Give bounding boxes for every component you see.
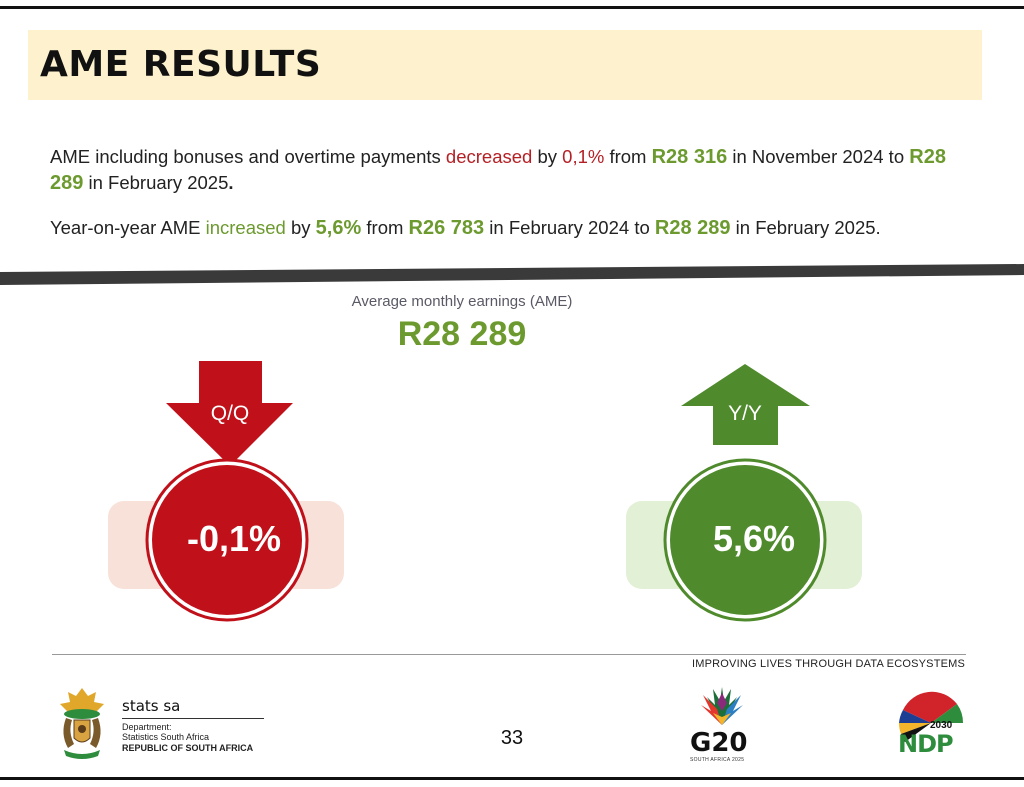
qq-circle <box>152 465 302 615</box>
feb-2024-value: R26 783 <box>408 217 485 239</box>
down-arrow-icon <box>166 361 293 466</box>
tagline: IMPROVING LIVES THROUGH DATA ECOSYSTEMS <box>692 658 966 670</box>
qq-percent: 0,1% <box>562 146 605 167</box>
top-border <box>0 6 1024 9</box>
decreased-word: decreased <box>445 146 533 167</box>
ndp-year: 2030 <box>930 720 953 731</box>
yy-value: 5,6% <box>712 518 796 559</box>
department-lines: Department: Statistics South Africa <box>122 722 210 742</box>
ame-label: Average monthly earnings (AME) <box>351 293 573 310</box>
slide-title: AME RESULTS <box>40 44 322 85</box>
footer-divider <box>52 654 966 655</box>
ndp-logo-text: NDP <box>898 730 954 758</box>
org-name: stats sa <box>122 697 181 715</box>
page-number: 33 <box>500 727 524 749</box>
increased-word: increased <box>205 217 286 238</box>
feb-2025-value-yy: R28 289 <box>654 217 731 239</box>
ndp-flag-icon <box>899 691 964 755</box>
coat-of-arms-icon <box>60 688 104 759</box>
nov-2024-value: R28 316 <box>651 146 728 168</box>
country-name: REPUBLIC OF SOUTH AFRICA <box>122 743 254 753</box>
qq-summary-text: AME including bonuses and overtime payme… <box>50 146 946 194</box>
org-rule <box>122 718 264 719</box>
g20-logo-text: G20 <box>690 728 748 758</box>
g20-flower-icon <box>701 687 743 725</box>
yy-circle <box>670 465 820 615</box>
ame-value: R28 289 <box>397 315 527 353</box>
section-divider <box>0 264 1024 285</box>
qq-value: -0,1% <box>186 518 282 559</box>
yy-percent: 5,6% <box>315 217 362 239</box>
yy-summary-text: Year-on-year AME increased by 5,6% from … <box>50 217 881 239</box>
yy-label: Y/Y <box>728 402 762 425</box>
title-banner: AME RESULTS <box>28 30 982 100</box>
feb-2025-value: R28 289 <box>50 146 946 194</box>
g20-subtitle: SOUTH AFRICA 2025 <box>690 757 745 763</box>
qq-label: Q/Q <box>210 402 250 425</box>
bottom-border <box>0 777 1024 780</box>
up-arrow-icon <box>681 364 810 445</box>
